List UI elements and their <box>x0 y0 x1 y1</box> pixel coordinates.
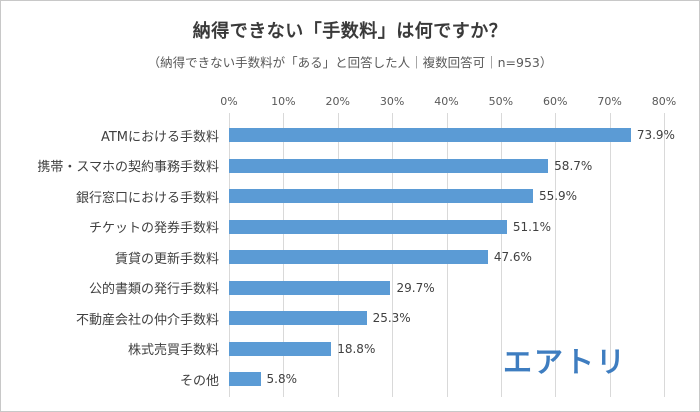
gridline <box>500 113 502 397</box>
axis-tick-label: 20% <box>325 95 350 108</box>
axis-tick-label: 50% <box>488 95 514 108</box>
bar-track: 51.1% <box>229 219 664 234</box>
axis-tick-label: 0% <box>220 95 238 108</box>
bar-track: 18.8% <box>229 341 664 356</box>
bar-track: 29.7% <box>229 280 664 295</box>
bar-row: 株式売買手数料 18.8% <box>1 335 664 363</box>
value-label: 58.7% <box>554 158 593 173</box>
bar <box>229 280 391 295</box>
bar-row: 銀行窓口における手数料 55.9% <box>1 182 664 210</box>
category-label: 銀行窓口における手数料 <box>75 190 219 206</box>
category-label: チケットの発券手数料 <box>88 221 219 236</box>
category-label: ATMにおける手数料 <box>100 129 219 145</box>
category-label: 携帯・スマホの契約事務手数料 <box>37 160 219 175</box>
axis-tick-label: 30% <box>379 95 405 108</box>
axis-tick-label: 80% <box>651 95 677 108</box>
bar <box>229 189 533 203</box>
bar <box>229 372 261 386</box>
airtrip-logo: エアトリ <box>502 345 627 379</box>
value-label: 55.9% <box>538 189 578 203</box>
x-axis: 0% 10% 20% 30% 40% 50% 60% 70% 80% <box>220 95 676 111</box>
axis-tick-label: 70% <box>597 95 622 108</box>
category-label: 不動産会社の仲介手数料 <box>75 312 219 328</box>
value-label: 18.8% <box>337 341 376 356</box>
axis-tick-label: 10% <box>271 95 296 108</box>
category-label: 公的書類の発行手数料 <box>88 282 219 297</box>
bar <box>229 250 488 264</box>
value-label: 5.8% <box>266 372 298 386</box>
bar <box>229 311 367 325</box>
category-label: 株式売買手数料 <box>127 343 219 358</box>
bar-track: 47.6% <box>229 250 664 264</box>
bar-row: その他 5.8% <box>1 365 664 393</box>
bar <box>229 158 549 173</box>
category-label: その他 <box>179 373 219 389</box>
bar-row: 不動産会社の仲介手数料 25.3% <box>1 304 664 332</box>
bar-row: ATMにおける手数料 73.9% <box>1 121 675 149</box>
bar-row: 賃貸の更新手数料 47.6% <box>1 243 664 271</box>
value-label: 73.9% <box>636 128 675 142</box>
bar-row: 携帯・スマホの契約事務手数料 58.7% <box>1 152 664 180</box>
gridline <box>555 113 557 397</box>
bar-track: 55.9% <box>229 189 664 203</box>
axis-tick-label: 60% <box>543 95 568 108</box>
value-label: 47.6% <box>493 250 532 264</box>
chart-title: 納得できない「手数料」は何ですか？ <box>192 21 508 42</box>
gridline <box>664 113 665 397</box>
gridline <box>609 113 611 397</box>
value-label: 25.3% <box>372 311 411 325</box>
bar-rows: ATMにおける手数料 73.9% 携帯・スマホの契約事務手数料 58.7% 銀行窓口にお… <box>1 121 675 393</box>
bar <box>229 219 507 234</box>
value-label: 29.7% <box>396 280 435 295</box>
bar-track: 25.3% <box>229 311 664 325</box>
bar-row: チケットの発券手数料 51.1% <box>1 213 664 241</box>
value-label: 51.1% <box>512 219 551 234</box>
chart-subtitle: （納得できない手数料が「ある」と回答した人｜複数回答可｜n=953） <box>147 55 553 70</box>
bar-track: 58.7% <box>229 158 664 173</box>
bar-row: 公的書類の発行手数料 29.7% <box>1 274 664 302</box>
axis-tick-label: 40% <box>434 95 459 108</box>
bar-track: 73.9% <box>229 128 675 142</box>
bar-track: 5.8% <box>229 372 664 386</box>
bar <box>229 128 631 142</box>
bar <box>229 341 332 356</box>
category-label: 賃貸の更新手数料 <box>114 251 219 267</box>
